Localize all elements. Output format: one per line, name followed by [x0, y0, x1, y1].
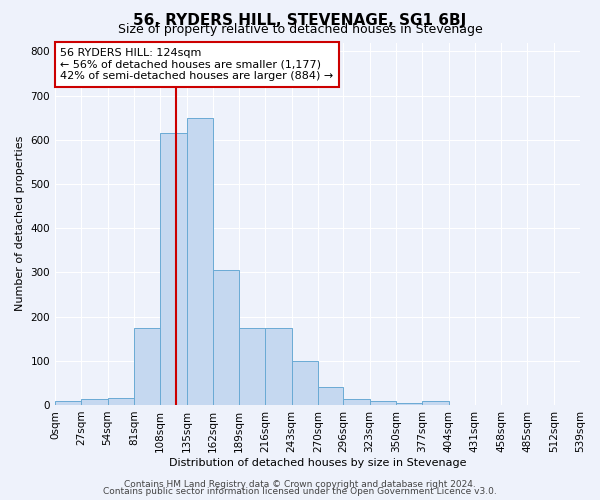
- Bar: [107, 398, 134, 405]
- Bar: [292, 361, 318, 405]
- X-axis label: Distribution of detached houses by size in Stevenage: Distribution of detached houses by size …: [169, 458, 466, 468]
- Bar: [343, 399, 370, 405]
- Bar: [187, 118, 213, 405]
- Bar: [82, 399, 107, 405]
- Bar: [213, 270, 239, 405]
- Text: Size of property relative to detached houses in Stevenage: Size of property relative to detached ho…: [118, 22, 482, 36]
- Bar: [370, 402, 396, 405]
- Y-axis label: Number of detached properties: Number of detached properties: [15, 136, 25, 312]
- Text: 56, RYDERS HILL, STEVENAGE, SG1 6BJ: 56, RYDERS HILL, STEVENAGE, SG1 6BJ: [133, 12, 467, 28]
- Text: Contains HM Land Registry data © Crown copyright and database right 2024.: Contains HM Land Registry data © Crown c…: [124, 480, 476, 489]
- Text: 56 RYDERS HILL: 124sqm
← 56% of detached houses are smaller (1,177)
42% of semi-: 56 RYDERS HILL: 124sqm ← 56% of detached…: [60, 48, 334, 81]
- Bar: [318, 388, 343, 405]
- Bar: [396, 402, 422, 405]
- Bar: [422, 402, 449, 405]
- Bar: [55, 402, 82, 405]
- Bar: [134, 328, 160, 405]
- Text: Contains public sector information licensed under the Open Government Licence v3: Contains public sector information licen…: [103, 487, 497, 496]
- Bar: [265, 328, 292, 405]
- Bar: [239, 328, 265, 405]
- Bar: [160, 133, 187, 405]
